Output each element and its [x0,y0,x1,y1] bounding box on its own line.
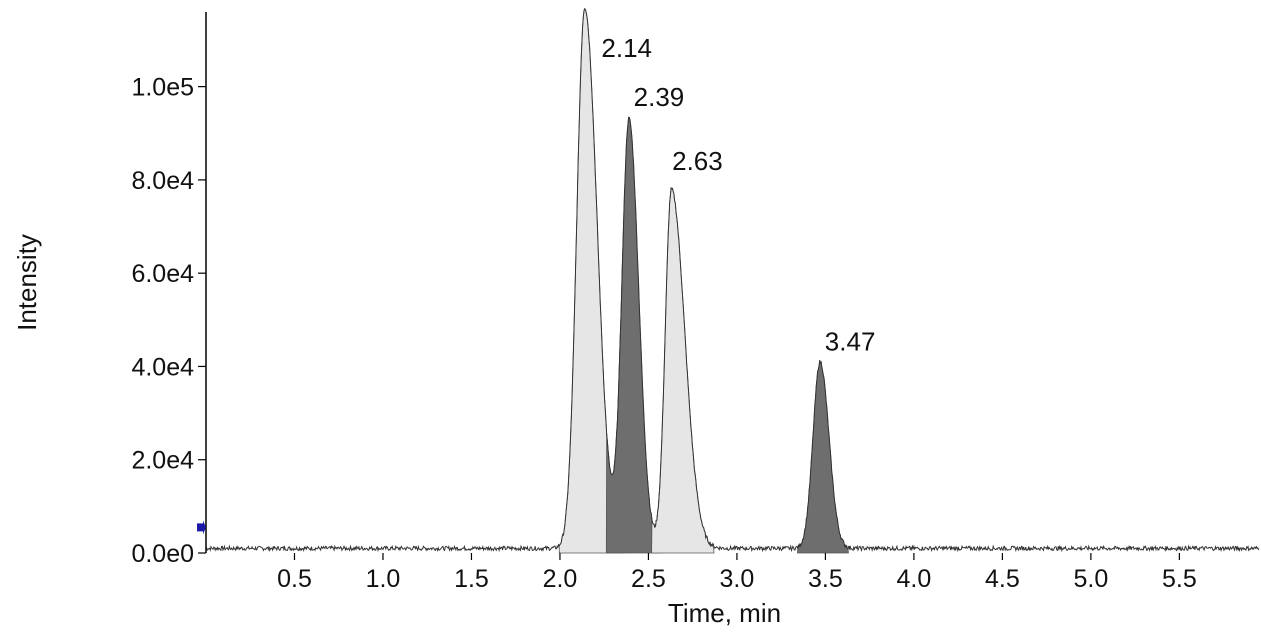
x-tick-label: 1.0 [366,565,401,593]
peak-label-2.39: 2.39 [634,82,685,112]
x-tick-label: 2.0 [543,565,578,593]
y-tick-label: 0.0e0 [131,540,194,568]
y-axis-title: Intensity [12,234,42,331]
y-tick-label: 2.0e4 [131,447,194,475]
y-tick-label: 6.0e4 [131,260,194,288]
x-axis-ticks: 0.5 1.0 1.5 2.0 2.5 3.0 3.5 4.0 4.5 5.0 5.5 [277,553,1197,593]
x-tick-label: 2.5 [631,565,666,593]
peak-area-3.47 [797,360,849,554]
y-axis-ticks: 0.0e0 2.0e4 4.0e4 6.0e4 8.0e4 1.0e5 [131,74,206,568]
x-tick-label: 5.0 [1073,565,1108,593]
y-tick-label: 4.0e4 [131,353,194,381]
x-tick-label: 5.5 [1162,565,1197,593]
peak-label-3.47: 3.47 [825,326,876,356]
peak-fills [558,7,849,554]
x-tick-label: 0.5 [277,565,312,593]
x-tick-label: 4.0 [897,565,932,593]
chromatogram-trace [205,7,1260,553]
x-tick-label: 1.5 [454,565,489,593]
intensity-marker-arrow-icon [197,520,206,535]
y-tick-label: 1.0e5 [131,74,194,102]
peak-label-2.14: 2.14 [601,33,652,63]
peak-area-2.63 [651,187,715,554]
peak-area-2.39 [605,116,661,554]
peak-label-2.63: 2.63 [672,146,723,176]
x-tick-label: 3.0 [720,565,755,593]
y-tick-label: 8.0e4 [131,167,194,195]
x-tick-label: 4.5 [985,565,1020,593]
x-tick-label: 3.5 [808,565,843,593]
x-axis-title: Time, min [668,598,781,628]
peak-labels: 2.14 2.39 2.63 3.47 [601,33,875,356]
